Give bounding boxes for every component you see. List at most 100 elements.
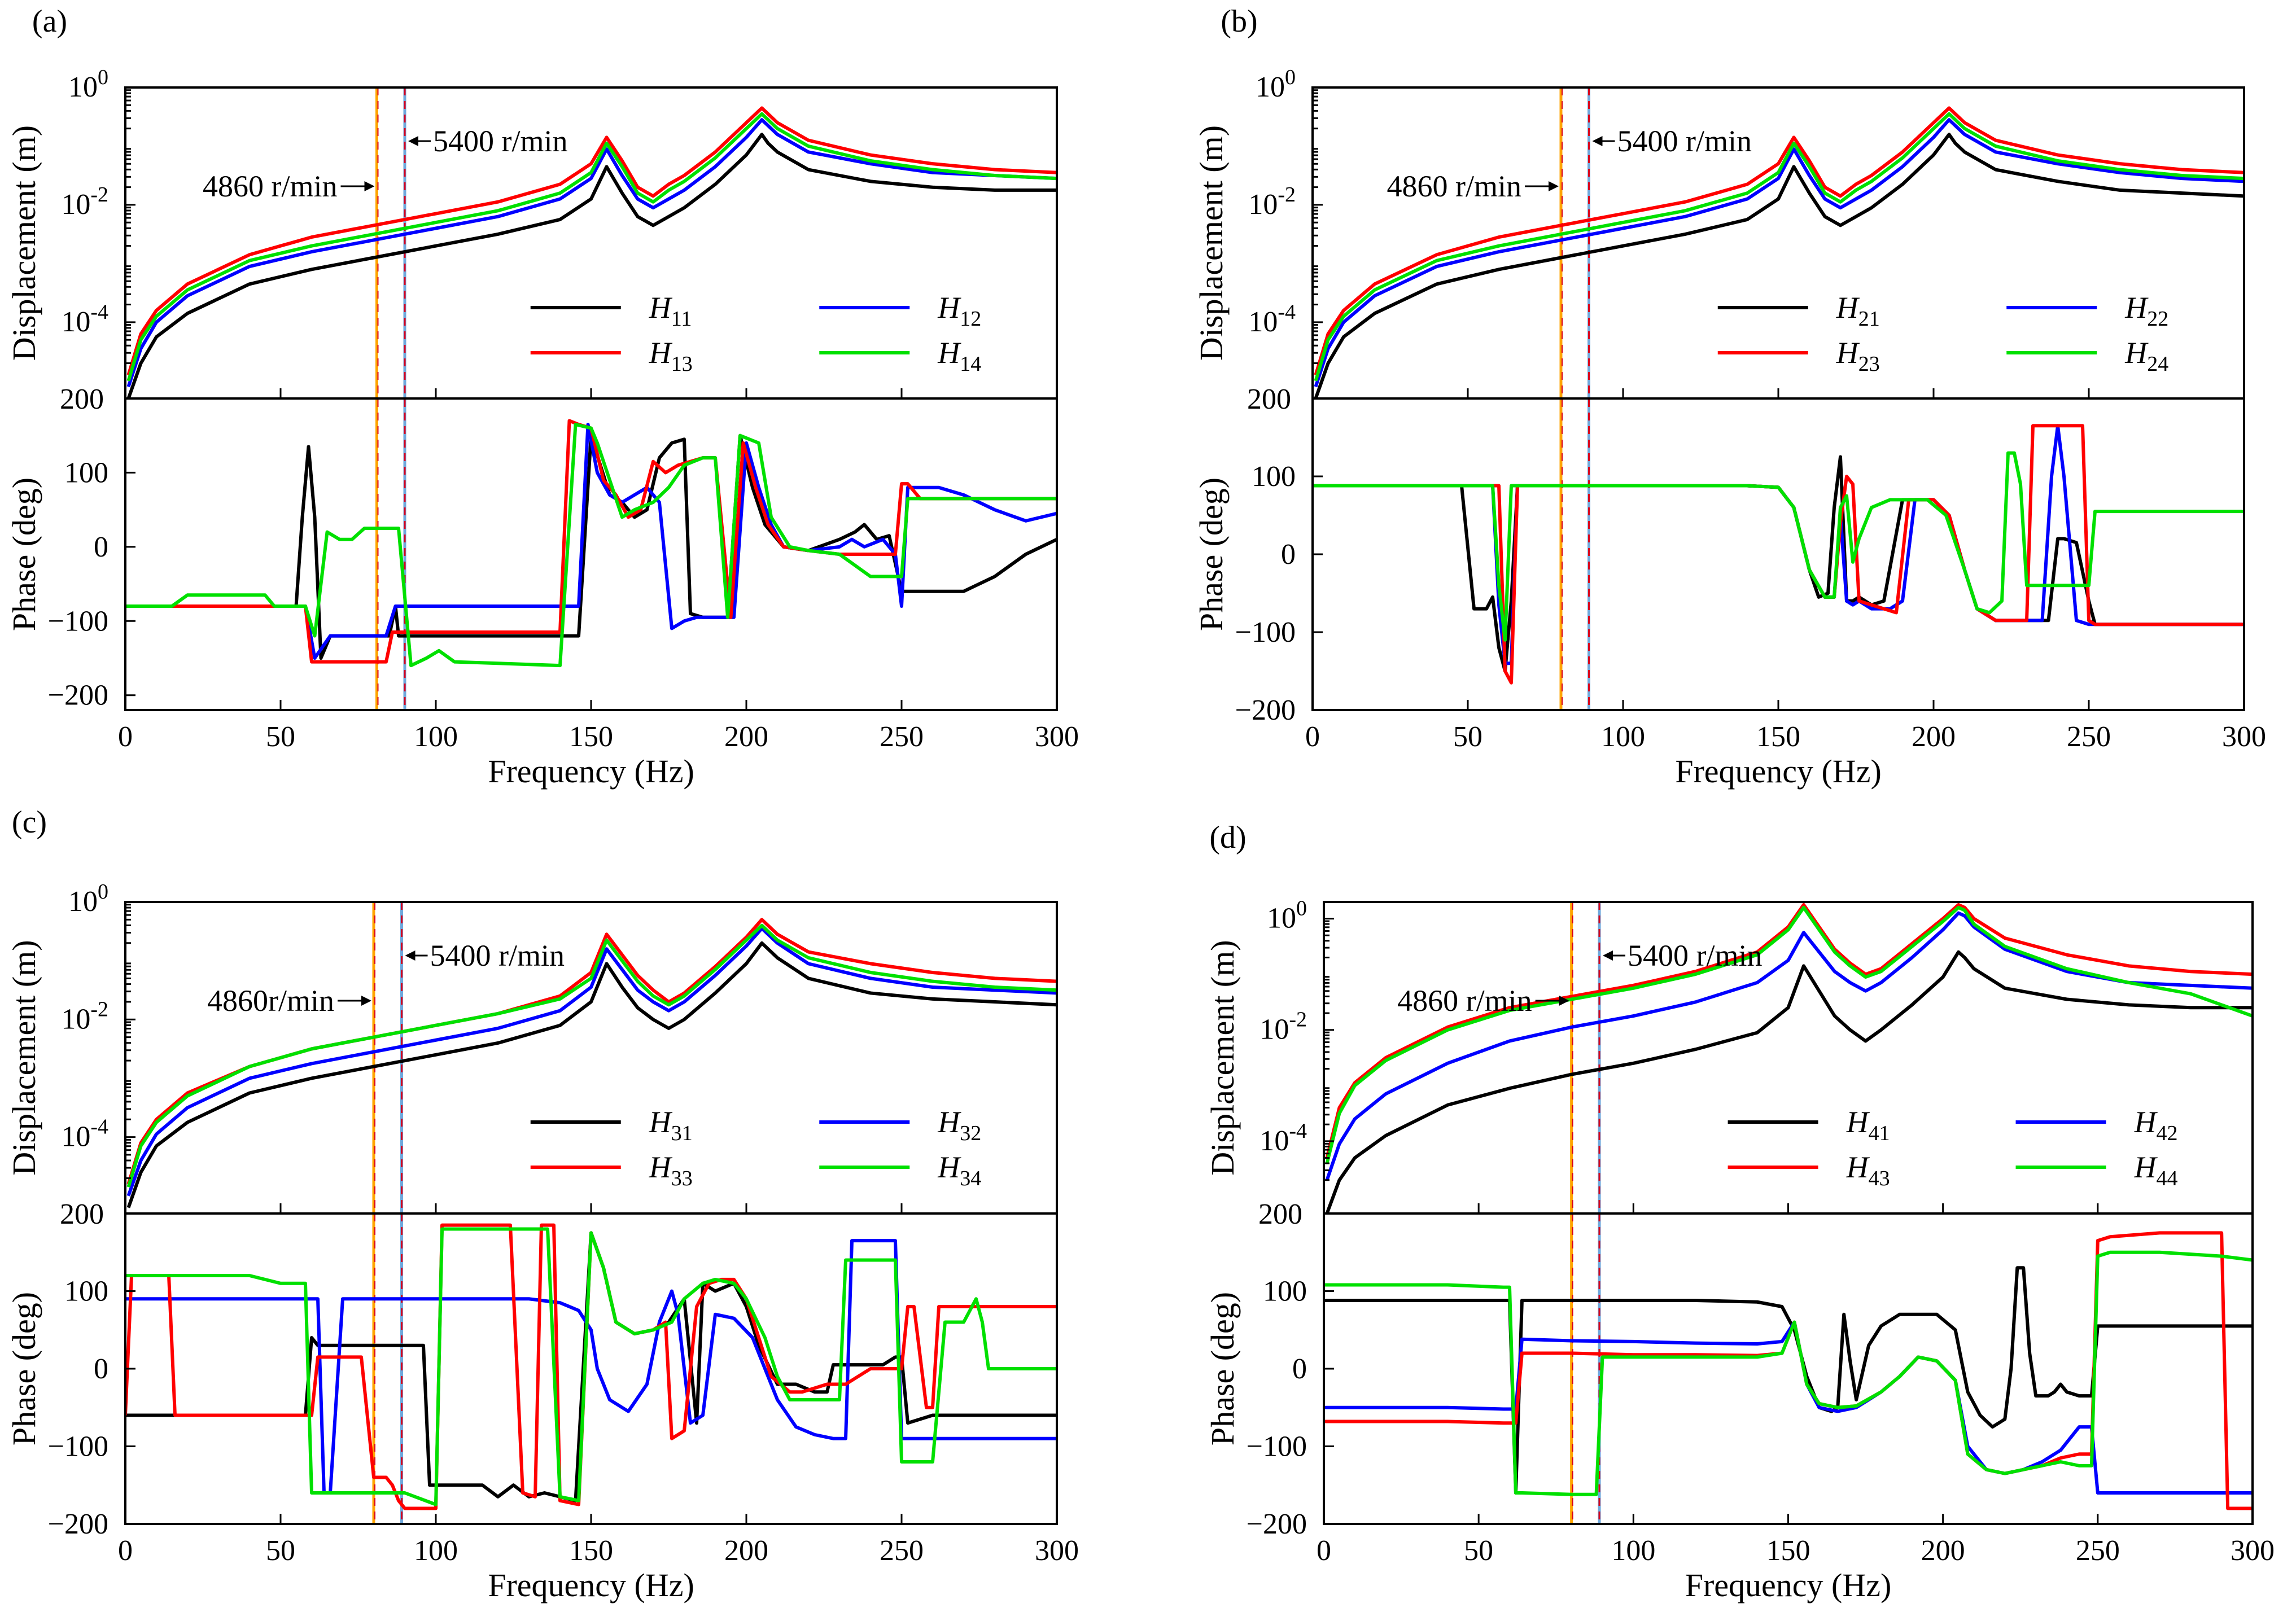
marker-label-4860: 4860 r/min: [1397, 984, 1532, 1018]
panel-label: (d): [1209, 820, 1246, 855]
legend-label-H22: H22: [2124, 291, 2168, 331]
phase-y-tick-label: −200: [48, 680, 108, 712]
marker-label-4860: 4860r/min: [207, 984, 334, 1018]
x-tick-label: 200: [1921, 1535, 1965, 1567]
phase-line-1: [1324, 1320, 2253, 1495]
x-tick-label: 250: [2067, 721, 2111, 753]
x-tick-label: 0: [118, 1535, 133, 1567]
phase-line-3: [125, 423, 1057, 668]
phase-y-tick-label: −100: [1247, 1431, 1307, 1463]
phase-y-tick-label: −100: [48, 1431, 108, 1463]
legend-label-H43: H43: [1846, 1150, 1890, 1190]
magnitude-y-tick-label: 100: [68, 880, 108, 918]
marker-label-5400: 5400 r/min: [1617, 124, 1752, 158]
x-tick-label: 300: [2231, 1535, 2275, 1567]
x-tick-label: 0: [1305, 721, 1320, 753]
magnitude-line-H34: [126, 923, 1057, 1188]
phase-series-group: [125, 419, 1057, 668]
magnitude-line-H13: [126, 106, 1057, 376]
magnitude-y-axis-label: Displacement (m): [1204, 940, 1241, 1175]
arrow-head-icon: [408, 136, 418, 146]
phase-line-1: [125, 423, 1057, 660]
magnitude-y-axis-label: Displacement (m): [1193, 125, 1230, 361]
magnitude-line-H11: [126, 133, 1057, 398]
magnitude-line-H31: [126, 941, 1057, 1208]
magnitude-line-H33: [126, 918, 1057, 1185]
arrow-head-icon: [405, 950, 416, 961]
phase-y-tick-label: 100: [1263, 1276, 1307, 1308]
x-tick-label: 100: [414, 1535, 458, 1567]
magnitude-bottom-label: 200: [1247, 383, 1291, 415]
phase-line-1: [125, 1239, 1057, 1495]
marker-label-4860: 4860 r/min: [1387, 169, 1522, 203]
panel-d: (d) 10-4 10-2 100 200 Displacement (m) 4860 r/…: [1204, 820, 2275, 1604]
phase-line-1: [1313, 424, 2244, 665]
x-tick-label: 50: [1464, 1535, 1493, 1567]
x-tick-label: 150: [569, 721, 613, 753]
arrow-head-icon: [1559, 996, 1569, 1006]
legend-label-H21: H21: [1836, 291, 1880, 331]
legend-label-H41: H41: [1846, 1105, 1890, 1145]
legend-label-H32: H32: [937, 1105, 981, 1145]
magnitude-y-tick-label: 10-4: [1248, 300, 1296, 338]
phase-y-tick-label: 100: [64, 1276, 108, 1308]
phase-line-0: [1324, 1266, 2253, 1495]
x-tick-label: 100: [1611, 1535, 1655, 1567]
magnitude-line-H21: [1314, 133, 2244, 398]
legend-label-H34: H34: [937, 1150, 981, 1190]
magnitude-bottom-label: 200: [60, 1198, 104, 1230]
x-tick-label: 250: [2076, 1535, 2120, 1567]
phase-axes-frame: [1311, 397, 2245, 711]
x-tick-label: 150: [1766, 1535, 1810, 1567]
magnitude-y-axis-label: Displacement (m): [6, 125, 42, 361]
phase-line-2: [1324, 1231, 2253, 1510]
phase-line-0: [125, 433, 1057, 660]
magnitude-line-H41: [1325, 950, 2253, 1213]
x-tick-label: 50: [266, 1535, 295, 1567]
phase-series-group: [1313, 424, 2244, 685]
phase-line-3: [1324, 1250, 2253, 1496]
magnitude-line-H32: [126, 926, 1057, 1197]
magnitude-line-H44: [1325, 905, 2253, 1164]
phase-line-2: [125, 419, 1057, 664]
magnitude-y-tick-label: 10-2: [1248, 183, 1296, 221]
phase-y-tick-label: −100: [48, 605, 108, 637]
magnitude-series-group: [1314, 106, 2244, 398]
magnitude-y-tick-label: 10-4: [1259, 1119, 1307, 1157]
marker-label-5400: 5400 r/min: [433, 124, 568, 158]
magnitude-series-group: [126, 106, 1057, 398]
legend-label-H14: H14: [937, 336, 981, 376]
phase-y-tick-label: 100: [1252, 461, 1296, 493]
x-axis-label: Frequency (Hz): [1675, 753, 1882, 790]
phase-y-axis-label: Phase (deg): [6, 1292, 42, 1445]
magnitude-line-H12: [126, 118, 1057, 388]
x-tick-label: 250: [880, 721, 924, 753]
legend-label-H33: H33: [649, 1150, 693, 1190]
magnitude-y-axis-label: Displacement (m): [6, 940, 42, 1175]
magnitude-y-tick-label: 10-2: [61, 997, 108, 1035]
phase-y-tick-label: 100: [64, 457, 108, 489]
marker-label-5400: 5400 r/min: [430, 939, 565, 972]
phase-y-tick-label: 0: [1292, 1353, 1307, 1385]
phase-y-tick-label: 0: [94, 531, 108, 563]
arrow-head-icon: [1549, 181, 1559, 191]
panel-label: (b): [1221, 4, 1257, 39]
magnitude-bottom-label: 200: [60, 383, 104, 415]
phase-series-group: [125, 1223, 1057, 1510]
x-tick-label: 300: [2222, 721, 2266, 753]
x-tick-label: 0: [118, 721, 133, 753]
x-tick-label: 100: [1601, 721, 1645, 753]
magnitude-line-H42: [1325, 911, 2253, 1181]
x-tick-label: 150: [569, 1535, 613, 1567]
legend-label-H44: H44: [2134, 1150, 2178, 1190]
phase-y-tick-label: −200: [1247, 1508, 1307, 1540]
magnitude-y-tick-label: 100: [1256, 65, 1296, 103]
arrow-head-icon: [364, 181, 375, 191]
magnitude-y-tick-label: 10-4: [61, 300, 108, 338]
magnitude-series-group: [126, 918, 1057, 1208]
x-tick-label: 100: [414, 721, 458, 753]
phase-y-tick-label: 0: [94, 1353, 108, 1385]
phase-series-group: [1324, 1231, 2253, 1510]
legend-label-H42: H42: [2134, 1105, 2178, 1145]
